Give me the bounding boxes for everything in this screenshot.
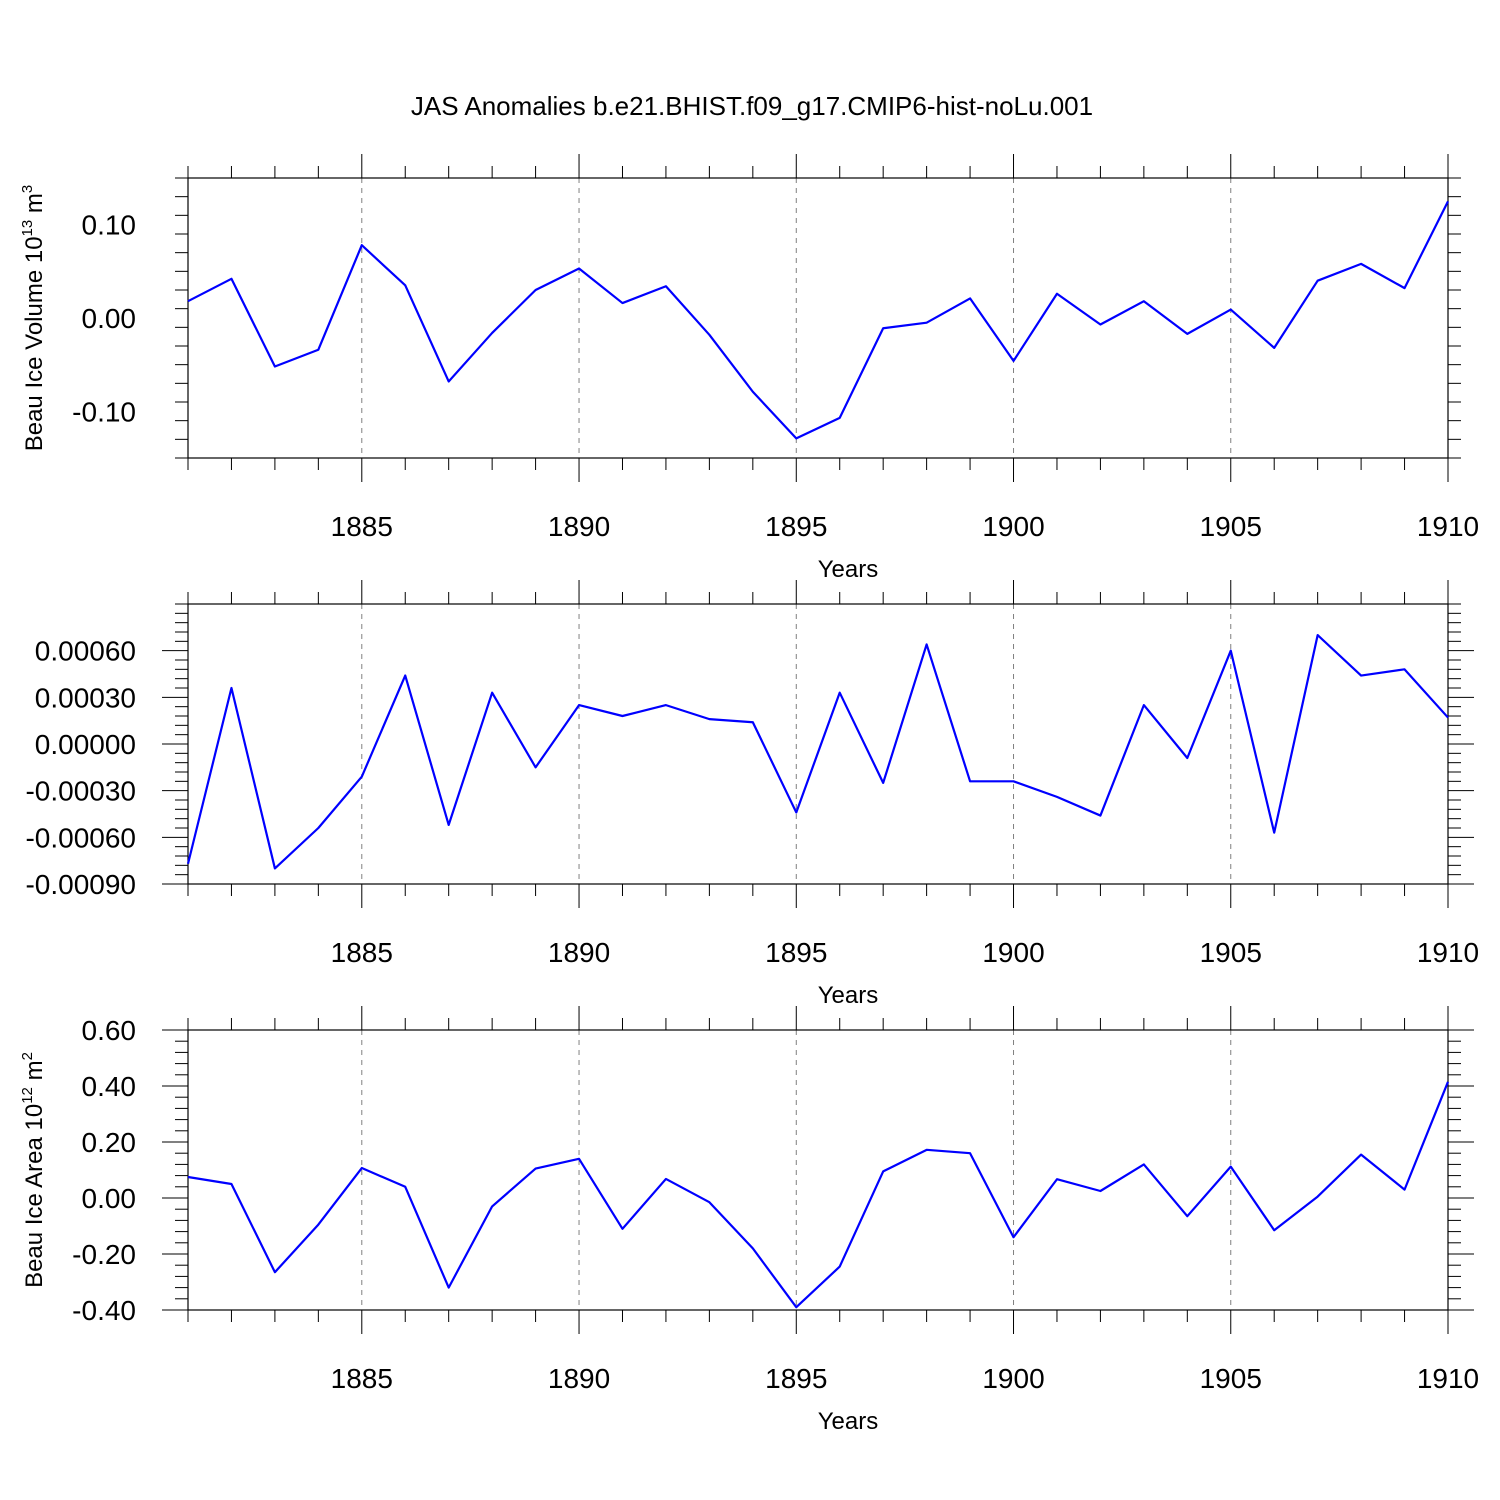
y-axis-title: Beau Ice Area 1012 m2: [19, 1052, 48, 1288]
y-tick-label: 0.00: [82, 1183, 137, 1214]
x-tick-label: 1900: [982, 937, 1044, 968]
x-tick-label: 1885: [331, 1363, 393, 1394]
y-tick-label: 0.20: [82, 1127, 137, 1158]
x-tick-label: 1900: [982, 511, 1044, 542]
x-tick-label: 1910: [1417, 937, 1479, 968]
chart-title: JAS Anomalies b.e21.BHIST.f09_g17.CMIP6-…: [411, 91, 1093, 121]
y-tick-label: 0.10: [82, 210, 137, 241]
y-tick-label: 0.00: [82, 303, 137, 334]
x-tick-label: 1900: [982, 1363, 1044, 1394]
panel-3: -0.40 -0.20 0.00 0.20 0.40 0.60 1885 1890 1895 19…: [19, 1006, 1479, 1435]
data-series-line: [186, 634, 1449, 870]
x-axis-title: Years: [818, 982, 879, 1009]
y-tick-label: 0.00030: [35, 682, 136, 713]
y-tick-label: -0.10: [72, 396, 136, 427]
panels: -0.10 0.00 0.10 1885 1890 1895 1900 1905 1910 Yea…: [19, 154, 1479, 1435]
x-tick-label: 1905: [1200, 937, 1262, 968]
y-tick-label: 0.40: [82, 1071, 137, 1102]
y-tick-label: -0.40: [72, 1295, 136, 1326]
y-tick-label: 0.00060: [35, 636, 136, 667]
x-tick-label: 1895: [765, 511, 827, 542]
x-tick-label: 1895: [765, 1363, 827, 1394]
x-tick-label: 1905: [1200, 511, 1262, 542]
x-tick-label: 1910: [1417, 1363, 1479, 1394]
x-tick-label: 1890: [548, 937, 610, 968]
y-tick-label: -0.00060: [25, 822, 136, 853]
y-tick-label: -0.00090: [25, 869, 136, 900]
y-tick-label: -0.20: [72, 1239, 136, 1270]
y-tick-label: 0.00000: [35, 729, 136, 760]
data-series-line: [187, 1081, 1450, 1309]
x-tick-label: 1910: [1417, 511, 1479, 542]
y-tick-label: -0.00030: [25, 776, 136, 807]
y-tick-label: 0.60: [82, 1015, 137, 1046]
x-tick-label: 1905: [1200, 1363, 1262, 1394]
plot-frame: [187, 177, 1449, 459]
x-tick-label: 1895: [765, 937, 827, 968]
x-tick-label: 1890: [548, 511, 610, 542]
x-tick-label: 1885: [331, 937, 393, 968]
y-axis-title: Beau Ice Volume 1013 m3: [19, 185, 48, 452]
x-axis-title: Years: [818, 556, 879, 583]
x-tick-label: 1890: [548, 1363, 610, 1394]
x-axis-title: Years: [818, 1408, 879, 1435]
x-tick-label: 1885: [331, 511, 393, 542]
panel-1: -0.10 0.00 0.10 1885 1890 1895 1900 1905 1910 Yea…: [19, 154, 1479, 583]
data-series-line: [187, 200, 1449, 440]
plot-frame: [187, 1029, 1449, 1311]
panel-2: -0.00090 -0.00060 -0.00030 0.00000 0.00030 0.…: [25, 580, 1479, 1009]
